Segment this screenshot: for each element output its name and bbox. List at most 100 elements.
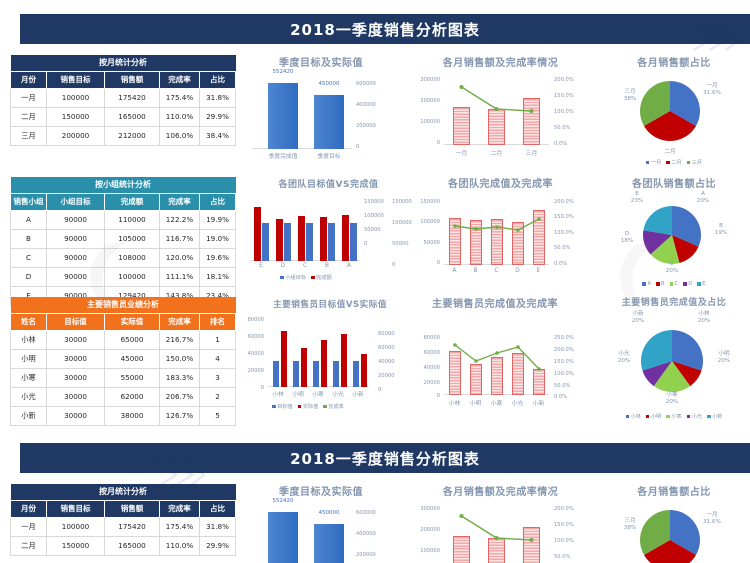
y-tick-label: 0 (260, 385, 264, 391)
x-tick-label: 小明 (292, 392, 304, 398)
x-tick-label: C (494, 268, 499, 274)
x-tick-label: 小林 (448, 401, 461, 407)
col-header: 排名 (198, 312, 237, 331)
bar-target (313, 361, 319, 387)
completion-rate-line (453, 343, 541, 371)
table-row: 二月 150000 165000 110.0% 29.9% (10, 535, 236, 556)
y2-tick-label: 50.0% (554, 245, 571, 251)
pie-slice-label: 三月 38% (623, 518, 637, 531)
table-row: C 90000 108000 120.0% 19.6% (10, 247, 237, 268)
table-row: A 90000 110000 122.2% 19.9% (10, 209, 237, 230)
chart-title: 各月销售额占比 (637, 58, 711, 69)
y-tick-label: 150000 (420, 199, 440, 205)
chart-team-target-vs-actual: 各团队目标值VS完成值 E D C B A 150000 100000 5000… (246, 177, 412, 292)
y2-tick-label: 60000 (378, 345, 395, 351)
chart-monthly-sales-rate: 各月销售额及完成率情况 一月 二月 三月 300000 200000 10000… (408, 55, 593, 170)
team-stats-table: 按小组统计分析 销售小组 小组目标 完成额 完成率 占比 A 90000 11000… (10, 177, 237, 306)
bar-team (512, 222, 524, 265)
col-header: 销售额 (104, 499, 160, 518)
col-header: 完成额 (104, 192, 160, 211)
y2-tick-label: 150.0% (554, 214, 574, 220)
chart-title: 主要销售员完成值及完成率 (432, 299, 558, 310)
y2-tick-label: 50000 (392, 241, 409, 247)
pie-slice-label: 一月 31.6% (703, 512, 721, 525)
legend-item: 二月 (666, 159, 682, 166)
y2-tick-label: 0.0% (554, 394, 568, 400)
chart-title: 季度目标及实际值 (279, 487, 363, 498)
bar-month (523, 527, 540, 563)
bar-month (453, 536, 470, 563)
table-row: B 90000 105000 116.7% 19.0% (10, 228, 237, 249)
x-tick-label: A (347, 263, 351, 269)
bar-data-label: 450000 (318, 510, 340, 516)
col-header: 完成率 (159, 70, 200, 89)
salesperson-stats-table: 主要销售员业绩分析 姓名 目标值 实际值 完成率 排名 小林 30000 65000… (10, 297, 237, 426)
pie-slice-label: D 18% (620, 231, 634, 244)
table-caption: 按小组统计分析 (10, 177, 236, 193)
x-tick-label: 季度目标 (317, 154, 341, 160)
table-header-row: 月份 销售目标 销售额 完成率 占比 (10, 70, 236, 89)
bar-team (449, 218, 461, 265)
y2-tick-label: 40000 (378, 359, 395, 365)
table-row: D 90000 100000 111.1% 18.1% (10, 266, 237, 287)
y2-tick-label: 200.0% (554, 347, 574, 353)
plot-area: 小林 小明 小寒 小光 小新 (444, 337, 549, 407)
chart-title: 季度目标及实际值 (279, 58, 363, 69)
table-row: 三月 200000 212000 106.0% 38.4% (10, 125, 236, 146)
col-header: 占比 (199, 70, 236, 89)
legend-item: B (656, 281, 665, 287)
y2-tick-label: 150.0% (554, 522, 574, 528)
y2-tick-label: 250.0% (554, 335, 574, 341)
pie-slice-label: C 20% (665, 261, 679, 274)
bar-target (273, 361, 279, 387)
report-title-bar-bottom: 2018一季度销售分析图表 (20, 443, 750, 473)
y-tick-label: 300000 (420, 506, 440, 512)
page-title: 2018一季度销售分析图表 (290, 20, 480, 39)
y-tick-label: 60000 (423, 350, 440, 356)
bar-quarter-actual (268, 512, 298, 563)
y-tick-label: 300000 (420, 77, 440, 83)
bar-team-target (328, 223, 335, 261)
plot-area: E D C B A (250, 199, 360, 269)
chart-quarter-target-actual: 季度目标及实际值 552420 450000 季度完成值 季度目标 600000… (246, 55, 396, 170)
bar-data-label: 552420 (272, 498, 294, 504)
bar-actual (281, 331, 287, 387)
col-header: 销售目标 (46, 70, 105, 89)
pie-slice-label: 小寒 20% (665, 392, 679, 405)
y-tick-label: 0 (436, 260, 440, 266)
bar-target (333, 361, 339, 387)
y2-tick-label: 50.0% (554, 383, 571, 389)
bar-quarter-target (314, 524, 344, 563)
x-tick-label: A (452, 268, 457, 274)
y-tick-label: 100000 (364, 213, 384, 219)
bar-team (533, 210, 545, 265)
legend-item: 实际值 (297, 403, 318, 410)
y2-tick-label: 150.0% (554, 359, 574, 365)
pie-graphic (643, 206, 702, 264)
legend-item: 小明 (645, 413, 661, 420)
y2-tick-label: 0 (392, 262, 396, 268)
x-tick-label: 小寒 (312, 392, 324, 398)
y2-tick-label: 0.0% (554, 261, 568, 267)
y2-tick-label: 100.0% (554, 538, 574, 544)
y-tick-label: 40000 (247, 351, 264, 357)
page-title-bottom: 2018一季度销售分析图表 (290, 449, 480, 468)
plot-area: 小林 小明 小寒 小光 小新 (268, 319, 368, 398)
table-row: 小新 30000 38000 126.7% 5 (10, 405, 237, 426)
table-row: 小林 30000 65000 216.7% 1 (10, 329, 237, 350)
bar-team-actual (254, 207, 261, 261)
col-header: 目标值 (46, 312, 105, 331)
col-header: 销售目标 (46, 499, 105, 518)
legend-item: 三月 (686, 159, 702, 166)
legend-item: 小组目标 (280, 274, 306, 281)
y-tick-label: 400000 (356, 531, 376, 537)
y-tick-label: 80000 (423, 335, 440, 341)
plot-area (444, 508, 549, 563)
x-tick-label: E (536, 268, 541, 274)
table-row: 小光 30000 62000 206.7% 2 (10, 386, 237, 407)
y-tick-label: 200000 (356, 123, 376, 129)
legend-item: E (697, 281, 706, 287)
chart-legend: 小组目标 完成额 (236, 274, 376, 281)
bar-salesperson (449, 351, 461, 395)
bar-team-actual (298, 216, 305, 261)
